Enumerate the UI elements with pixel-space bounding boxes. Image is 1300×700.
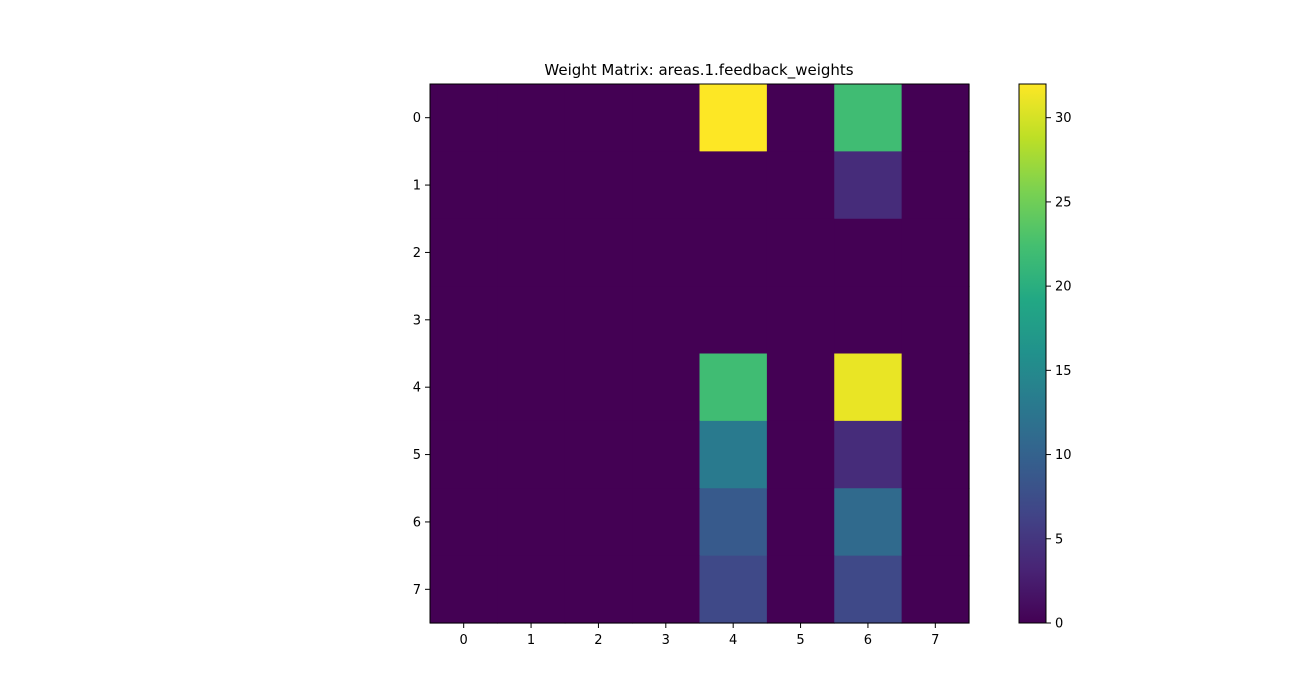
y-tick-label-2: 2 [413,246,421,261]
heatmap-cell-r2-c0 [430,218,498,287]
y-axis: 0 1 2 3 4 5 6 7 [413,111,430,598]
heatmap-cell-r0-c1 [497,84,566,152]
heatmap-cell-r5-c1 [497,420,566,489]
x-tick-label-1: 1 [527,633,535,648]
heatmap-cells [430,84,970,624]
heatmap-cell-r2-c7 [901,218,970,287]
heatmap-cell-r6-c1 [497,488,566,557]
heatmap-cell-r6-c3 [632,488,701,557]
y-tick-label-6: 6 [413,515,421,530]
heatmap-cell-r2-c6 [834,218,903,287]
heatmap-cell-r3-c5 [766,286,835,355]
heatmap-cell-r1-c5 [766,151,835,220]
x-tick-label-3: 3 [662,633,670,648]
heatmap-cell-r7-c4 [699,555,768,624]
heatmap-cell-r7-c7 [901,555,970,624]
heatmap-cell-r3-c7 [901,286,970,355]
heatmap-cell-r6-c6 [834,488,903,557]
heatmap-cell-r7-c1 [497,555,566,624]
heatmap-cell-r0-c4 [699,84,768,152]
x-axis: 0 1 2 3 4 5 6 7 [460,623,939,648]
heatmap-cell-r0-c2 [564,84,633,152]
x-tick-label-0: 0 [460,633,468,648]
y-tick-label-4: 4 [413,381,421,396]
heatmap-cell-r1-c7 [901,151,970,220]
heatmap-cell-r7-c0 [430,555,498,624]
heatmap-cell-r6-c5 [766,488,835,557]
heatmap-cell-r5-c0 [430,420,498,489]
heatmap-cell-r3-c2 [564,286,633,355]
colorbar-tick-label-5: 25 [1055,195,1072,210]
x-tick-label-2: 2 [594,633,602,648]
heatmap-cell-r1-c2 [564,151,633,220]
plot-frame [429,83,970,624]
heatmap-cell-r0-c5 [766,84,835,152]
heatmap-cell-r4-c2 [564,353,633,422]
chart-title: Weight Matrix: areas.1.feedback_weights [544,61,853,80]
heatmap-cell-r0-c6 [834,84,903,152]
heatmap-cell-r0-c7 [901,84,970,152]
heatmap-cell-r1-c1 [497,151,566,220]
heatmap-cell-r2-c1 [497,218,566,287]
heatmap-cell-r4-c6 [834,353,903,422]
heatmap-cell-r5-c5 [766,420,835,489]
heatmap-cell-r6-c2 [564,488,633,557]
colorbar-frame [1018,83,1047,624]
heatmap-cell-r4-c4 [699,353,768,422]
heatmap-cell-r2-c3 [632,218,701,287]
colorbar-tick-label-0: 0 [1055,617,1063,632]
heatmap-cell-r0-c3 [632,84,701,152]
x-tick-label-5: 5 [796,633,804,648]
heatmap-cell-r7-c3 [632,555,701,624]
y-tick-label-7: 7 [413,583,421,598]
heatmap-cell-r4-c1 [497,353,566,422]
heatmap-cell-r4-c0 [430,353,498,422]
x-tick-label-4: 4 [729,633,737,648]
heatmap-cell-r5-c7 [901,420,970,489]
heatmap-cell-r6-c4 [699,488,768,557]
heatmap-cell-r1-c4 [699,151,768,220]
heatmap-cell-r0-c0 [430,84,498,152]
heatmap-cell-r6-c0 [430,488,498,557]
heatmap-cell-r6-c7 [901,488,970,557]
heatmap-cell-r3-c0 [430,286,498,355]
heatmap-cell-r4-c7 [901,353,970,422]
heatmap-cell-r3-c3 [632,286,701,355]
heatmap-cell-r3-c1 [497,286,566,355]
y-tick-label-0: 0 [413,111,421,126]
heatmap-cell-r7-c5 [766,555,835,624]
colorbar-gradient [1019,84,1046,623]
colorbar-tick-label-1: 5 [1055,532,1063,547]
x-tick-label-6: 6 [864,633,872,648]
heatmap-cell-r3-c6 [834,286,903,355]
heatmap-cell-r2-c2 [564,218,633,287]
heatmap-cell-r4-c5 [766,353,835,422]
colorbar-tick-label-6: 30 [1055,111,1072,126]
x-tick-label-7: 7 [931,633,939,648]
y-tick-label-1: 1 [413,179,421,194]
colorbar-tick-label-4: 20 [1055,280,1072,295]
colorbar: 0 5 10 15 20 25 30 [1018,83,1072,632]
heatmap-cell-r1-c3 [632,151,701,220]
y-tick-label-5: 5 [413,448,421,463]
heatmap-cell-r5-c4 [699,420,768,489]
heatmap-cell-r5-c6 [834,420,903,489]
heatmap-cell-r2-c4 [699,218,768,287]
heatmap-cell-r1-c0 [430,151,498,220]
y-tick-label-3: 3 [413,313,421,328]
heatmap-cell-r1-c6 [834,151,903,220]
heatmap-cell-r7-c2 [564,555,633,624]
colorbar-tick-label-3: 15 [1055,364,1072,379]
heatmap-cell-r3-c4 [699,286,768,355]
colorbar-tick-label-2: 10 [1055,448,1072,463]
heatmap-cell-r7-c6 [834,555,903,624]
heatmap-cell-r2-c5 [766,218,835,287]
heatmap-cell-r4-c3 [632,353,701,422]
heatmap-cell-r5-c2 [564,420,633,489]
heatmap-cell-r5-c3 [632,420,701,489]
